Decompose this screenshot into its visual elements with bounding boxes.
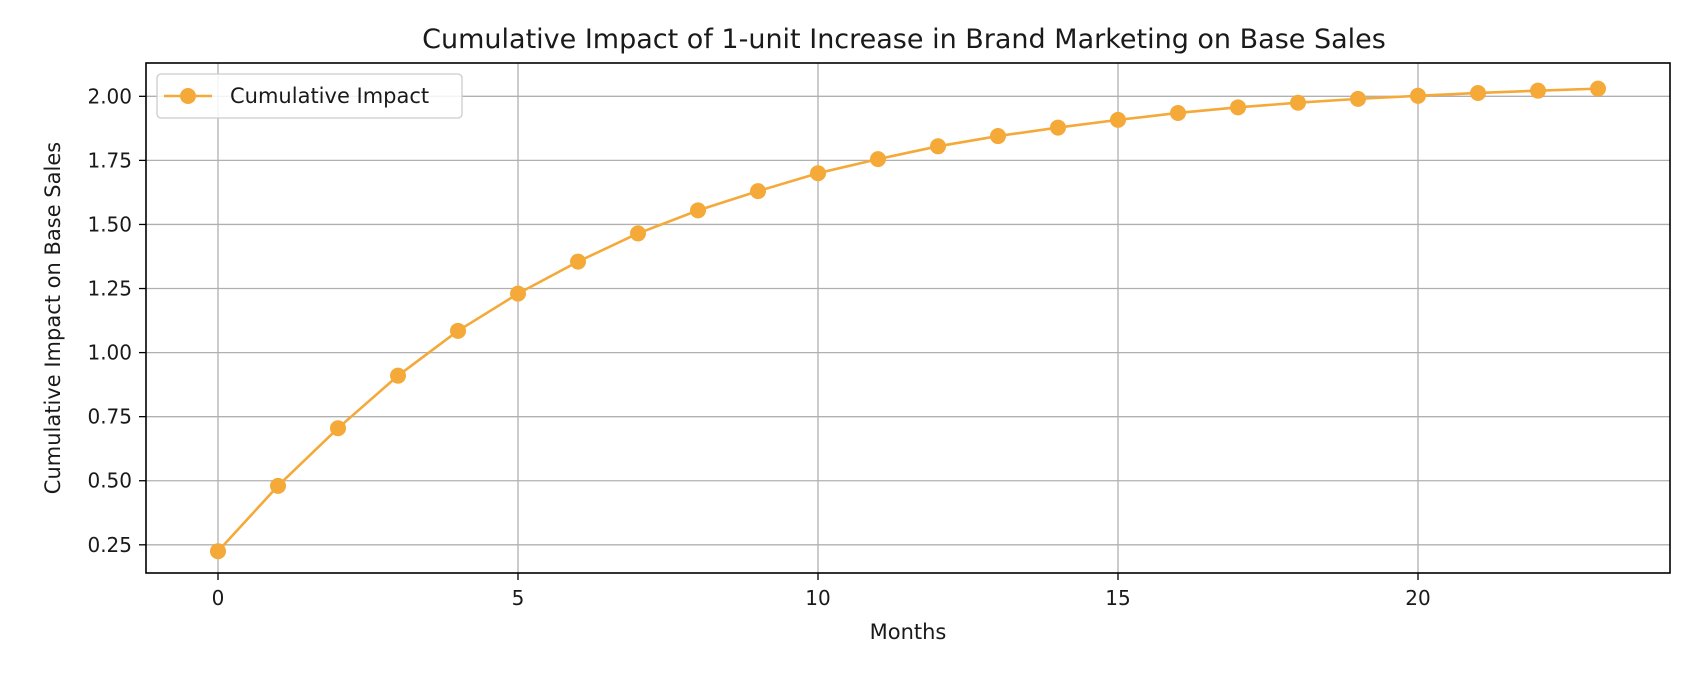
data-point [930, 138, 946, 155]
x-tick-label: 0 [212, 586, 225, 610]
plot-frame [145, 62, 1671, 574]
y-tick-label: 2.00 [87, 84, 132, 108]
data-point [1110, 111, 1126, 128]
data-point [330, 420, 346, 437]
y-tick-label: 1.25 [87, 277, 132, 301]
data-point [870, 151, 886, 168]
data-point [510, 285, 526, 302]
data-point [1170, 104, 1186, 121]
data-point [750, 183, 766, 200]
y-axis-label: Cumulative Impact on Base Sales [41, 142, 65, 494]
y-axis-ticks: 0.25 0.50 0.75 1.00 1.25 1.50 1.75 2.00 [87, 84, 146, 557]
x-tick-label: 10 [805, 586, 830, 610]
data-point [210, 543, 226, 560]
x-axis-label: Months [870, 620, 947, 644]
data-point [1590, 80, 1606, 97]
data-point [1410, 87, 1426, 104]
data-point [1470, 84, 1486, 101]
data-point [270, 477, 286, 494]
y-tick-label: 0.75 [87, 405, 132, 429]
data-point [1350, 90, 1366, 107]
data-point [1530, 82, 1546, 99]
data-point [450, 322, 466, 339]
data-point [690, 202, 706, 219]
x-axis-ticks: 0 5 10 15 20 [212, 573, 1431, 610]
y-tick-label: 0.25 [87, 533, 132, 557]
data-point [810, 165, 826, 182]
chart-title: Cumulative Impact of 1-unit Increase in … [422, 24, 1386, 55]
data-point [1230, 99, 1246, 116]
x-tick-label: 15 [1105, 586, 1130, 610]
data-point [990, 128, 1006, 145]
data-point [630, 225, 646, 242]
series-points [210, 80, 1606, 560]
x-tick-label: 20 [1405, 586, 1430, 610]
y-tick-label: 0.50 [87, 469, 132, 493]
data-point [1290, 94, 1306, 111]
data-point [570, 253, 586, 270]
y-tick-label: 1.75 [87, 148, 132, 172]
legend-label: Cumulative Impact [230, 84, 429, 108]
x-tick-label: 5 [512, 586, 525, 610]
series-line-layer [217, 87, 1599, 553]
data-point [390, 367, 406, 384]
data-point [1050, 119, 1066, 136]
grid [146, 63, 1670, 573]
legend-box [156, 73, 463, 119]
series-line [217, 87, 1599, 553]
legend-marker-swatch [180, 88, 196, 104]
y-tick-label: 1.00 [87, 341, 132, 365]
legend: Cumulative Impact [156, 73, 463, 119]
y-tick-label: 1.50 [87, 212, 132, 236]
